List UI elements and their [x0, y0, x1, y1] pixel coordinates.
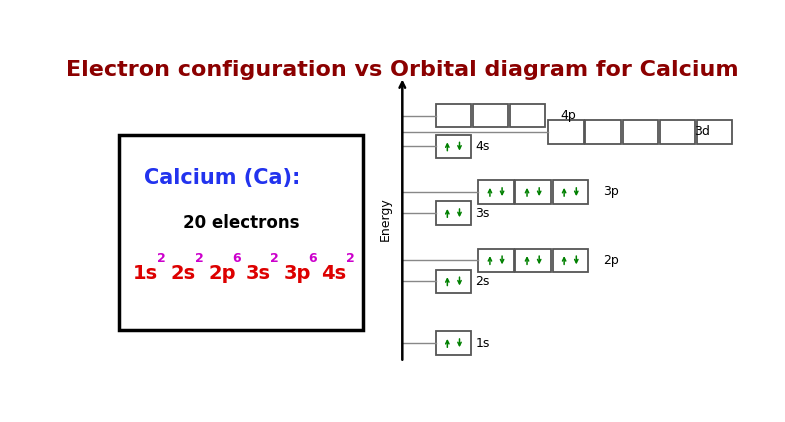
Text: 3p: 3p	[603, 186, 619, 198]
Text: 3s: 3s	[475, 207, 490, 219]
Text: Energy: Energy	[379, 198, 392, 241]
Text: 20 electrons: 20 electrons	[183, 214, 299, 232]
Text: 2p: 2p	[208, 264, 236, 283]
Text: 2s: 2s	[475, 275, 490, 288]
Bar	[553, 249, 588, 272]
Bar	[436, 331, 471, 355]
Bar	[478, 180, 513, 204]
Text: 4p: 4p	[560, 109, 576, 122]
Bar	[553, 180, 588, 204]
Text: 2s: 2s	[170, 264, 195, 283]
Bar	[586, 120, 621, 143]
Bar	[516, 180, 551, 204]
Text: 4s: 4s	[321, 264, 346, 283]
Bar	[659, 120, 695, 143]
Text: 2p: 2p	[603, 254, 619, 267]
Text: 3p: 3p	[283, 264, 311, 283]
Text: 6: 6	[232, 252, 241, 265]
Text: 1s: 1s	[133, 264, 158, 283]
Bar	[510, 104, 546, 127]
Bar	[623, 120, 658, 143]
Text: Electron configuration vs Orbital diagram for Calcium: Electron configuration vs Orbital diagra…	[66, 60, 739, 80]
Bar	[697, 120, 732, 143]
Text: 2: 2	[345, 252, 355, 265]
Bar	[436, 104, 471, 127]
Bar	[119, 135, 363, 330]
Bar	[436, 270, 471, 293]
Bar	[548, 120, 583, 143]
Bar	[473, 104, 508, 127]
Bar	[478, 249, 513, 272]
Text: 3s: 3s	[246, 264, 271, 283]
Text: 2: 2	[195, 252, 203, 265]
Bar	[516, 249, 551, 272]
Text: Calcium (Ca):: Calcium (Ca):	[144, 168, 300, 188]
Bar	[436, 135, 471, 158]
Text: 3d: 3d	[694, 125, 710, 138]
Bar	[436, 201, 471, 225]
Text: 2: 2	[157, 252, 166, 265]
Text: 1s: 1s	[475, 337, 490, 349]
Text: 2: 2	[270, 252, 279, 265]
Text: 6: 6	[308, 252, 316, 265]
Text: 4s: 4s	[475, 140, 490, 153]
